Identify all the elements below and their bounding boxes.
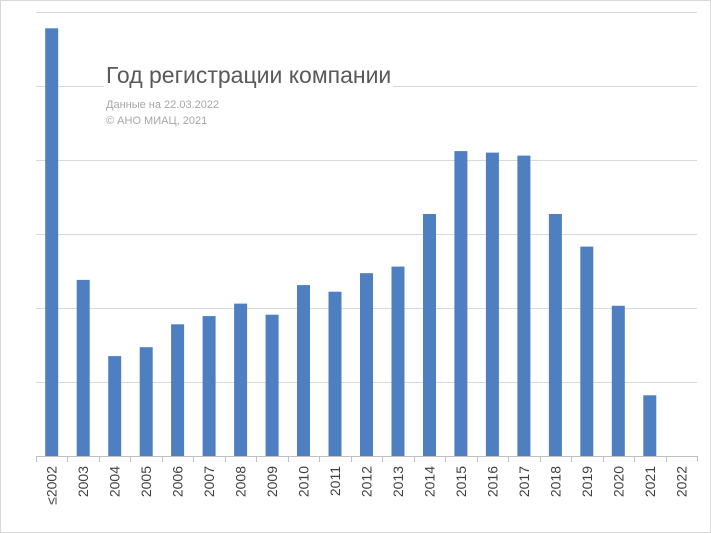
x-tick-label: 2005: [138, 466, 154, 497]
x-tick-label: 2007: [201, 466, 217, 497]
bar-≤2002: [45, 28, 59, 457]
bar-2005: [139, 347, 153, 456]
bar-2004: [108, 356, 122, 456]
bars: [45, 28, 657, 457]
bar-2012: [360, 273, 373, 456]
bar-2011: [328, 291, 342, 456]
x-tick-label: 2014: [422, 466, 438, 497]
x-tick-label: 2011: [327, 466, 343, 496]
bar-2007: [202, 316, 216, 456]
x-tick-label: 2004: [107, 466, 123, 497]
x-tick-label: 2012: [359, 466, 375, 497]
x-tick-label: 2006: [170, 466, 186, 497]
x-axis-labels: ≤2002 2003 2004 2005 2006 2007 2008 2009 2010 201…: [44, 466, 690, 505]
x-tick-label: 2010: [296, 466, 312, 497]
x-tick-label: 2016: [484, 466, 500, 497]
x-tick-label: 2003: [75, 466, 91, 497]
bar-2021: [643, 395, 657, 456]
x-tick-label: 2015: [453, 466, 469, 497]
x-tick-label: 2017: [516, 466, 532, 497]
bar-2017: [517, 155, 531, 456]
bar-2003: [76, 279, 90, 456]
bar-2016: [485, 152, 499, 456]
x-tick-label: 2008: [233, 466, 249, 497]
x-tick-label: 2022: [673, 466, 689, 497]
bar-2008: [234, 303, 248, 456]
chart-title: Год регистрации компании: [104, 62, 394, 89]
bar-2018: [548, 214, 562, 456]
bar-2009: [265, 314, 279, 456]
bar-2015: [454, 151, 468, 456]
x-tick-label: ≤2002: [44, 466, 60, 505]
x-tick-label: 2019: [579, 466, 595, 497]
copyright-note: © АНО МИАЦ, 2021: [106, 115, 208, 127]
bar-2020: [611, 305, 625, 456]
x-tick-label: 2009: [264, 466, 280, 497]
bar-2006: [171, 324, 185, 456]
x-axis-ticks: [36, 456, 698, 462]
bar-2014: [423, 214, 436, 456]
x-tick-label: 2020: [610, 466, 626, 497]
x-tick-label: 2021: [642, 466, 658, 497]
x-tick-label: 2018: [547, 466, 563, 497]
bar-2019: [580, 246, 594, 456]
bar-2013: [391, 266, 405, 456]
x-tick-label: 2013: [390, 466, 406, 497]
data-date-note: Данные на 22.03.2022: [106, 99, 220, 111]
bar-2010: [297, 285, 310, 456]
